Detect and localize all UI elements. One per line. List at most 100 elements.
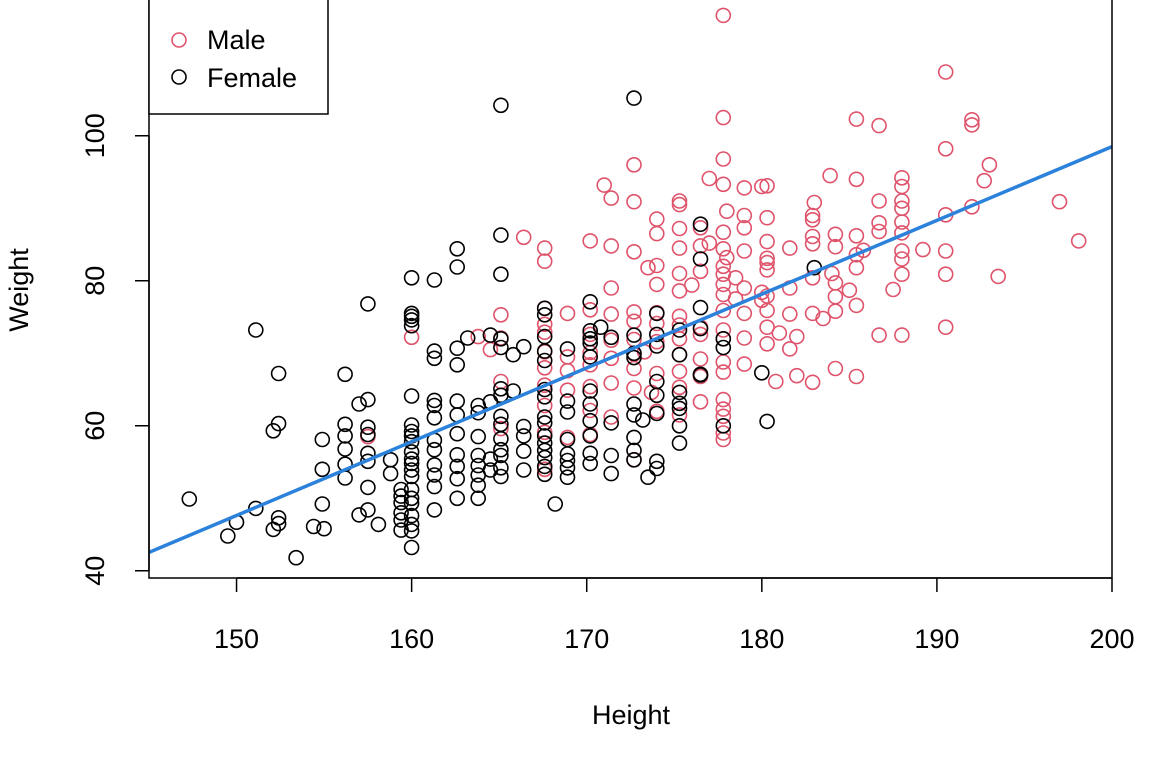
data-point-male (715, 224, 732, 240)
data-point-female (382, 465, 399, 482)
data-point-female (559, 459, 576, 476)
legend-label-female: Female (207, 63, 297, 93)
data-point-male (759, 335, 775, 352)
data-point-male (871, 193, 887, 209)
data-point-female (753, 364, 770, 381)
data-point-female (493, 447, 509, 464)
data-point-male (536, 424, 553, 441)
data-point-male (671, 220, 688, 237)
data-point-female (536, 306, 553, 323)
data-point-male (771, 325, 788, 341)
data-point-female (493, 339, 509, 356)
data-point-female (559, 452, 576, 469)
data-point-female (648, 405, 665, 422)
data-point-female (493, 441, 509, 458)
data-point-male (848, 368, 865, 385)
data-point-male (536, 240, 553, 256)
data-point-male (603, 409, 620, 425)
x-tick-label: 190 (914, 624, 959, 654)
data-point-female (426, 343, 443, 359)
data-point-male (841, 282, 858, 299)
data-point-male (692, 351, 709, 367)
fit-line (148, 145, 1113, 554)
data-point-male (715, 391, 732, 408)
data-point-female (426, 457, 443, 473)
data-point-female (536, 343, 553, 359)
data-point-female (426, 392, 443, 409)
series-female (181, 90, 823, 566)
data-point-male (759, 178, 775, 194)
data-point-male (648, 257, 665, 274)
data-point-female (626, 396, 642, 412)
data-point-female (582, 445, 599, 462)
data-point-female (449, 259, 466, 275)
data-point-male (715, 425, 732, 441)
data-point-male (715, 151, 732, 167)
data-point-female (426, 409, 443, 426)
data-point-male (536, 359, 553, 376)
data-point-female (426, 350, 443, 367)
data-point-male (894, 251, 910, 267)
data-point-male (781, 341, 798, 357)
y-tick-label: 100 (80, 113, 110, 158)
data-point-female (582, 293, 599, 310)
data-point-male (715, 109, 732, 126)
data-point-female (449, 241, 466, 257)
data-point-male (848, 297, 865, 314)
data-point-female (305, 518, 322, 535)
data-point-male (715, 408, 732, 425)
data-point-female (482, 451, 499, 467)
data-point-female (403, 507, 420, 524)
data-point-female (470, 428, 487, 445)
data-point-female (459, 330, 476, 346)
data-point-male (894, 327, 910, 343)
data-point-female (403, 468, 420, 485)
data-point-male (715, 322, 732, 338)
data-point-female (536, 415, 553, 431)
legend-marker-male (171, 32, 187, 48)
data-point-female (426, 441, 443, 458)
data-point-male (648, 315, 665, 332)
data-point-male (759, 209, 775, 226)
data-point-male (781, 306, 798, 322)
data-point-male (692, 263, 709, 280)
data-point-female (692, 367, 709, 383)
data-point-female (248, 500, 264, 517)
data-point-female (505, 346, 522, 363)
y-tick-label: 80 (80, 266, 110, 296)
data-point-female (648, 305, 665, 322)
data-point-male (981, 157, 998, 173)
data-point-male (671, 407, 688, 423)
data-point-female (393, 512, 409, 528)
data-point-female (351, 507, 367, 523)
data-point-female (403, 269, 420, 286)
data-point-female (337, 366, 353, 383)
data-point-male (582, 233, 599, 249)
legend-marker-female (171, 69, 187, 85)
data-point-female (360, 426, 376, 443)
x-axis: 150 160 170 180 190 200 (214, 577, 1135, 654)
data-point-female (403, 388, 420, 404)
data-point-male (804, 269, 821, 286)
data-point-female (493, 468, 509, 485)
data-point-female (449, 340, 466, 357)
data-point-female (493, 227, 509, 243)
data-point-female (536, 352, 553, 369)
data-point-male (715, 258, 732, 275)
data-point-female (515, 462, 532, 478)
data-point-female (493, 430, 509, 447)
data-point-female (536, 449, 553, 466)
data-point-male (683, 277, 700, 293)
data-point-male (648, 225, 665, 242)
data-point-female (626, 327, 642, 343)
data-point-male (536, 324, 553, 341)
data-point-female (603, 329, 620, 346)
x-tick-label: 160 (389, 624, 434, 654)
data-point-female (559, 469, 576, 486)
data-point-male (894, 193, 910, 209)
data-point-male (603, 350, 620, 367)
data-point-female (426, 397, 443, 414)
data-point-male (976, 172, 993, 189)
data-point-male (759, 302, 775, 319)
data-point-female (449, 446, 466, 463)
